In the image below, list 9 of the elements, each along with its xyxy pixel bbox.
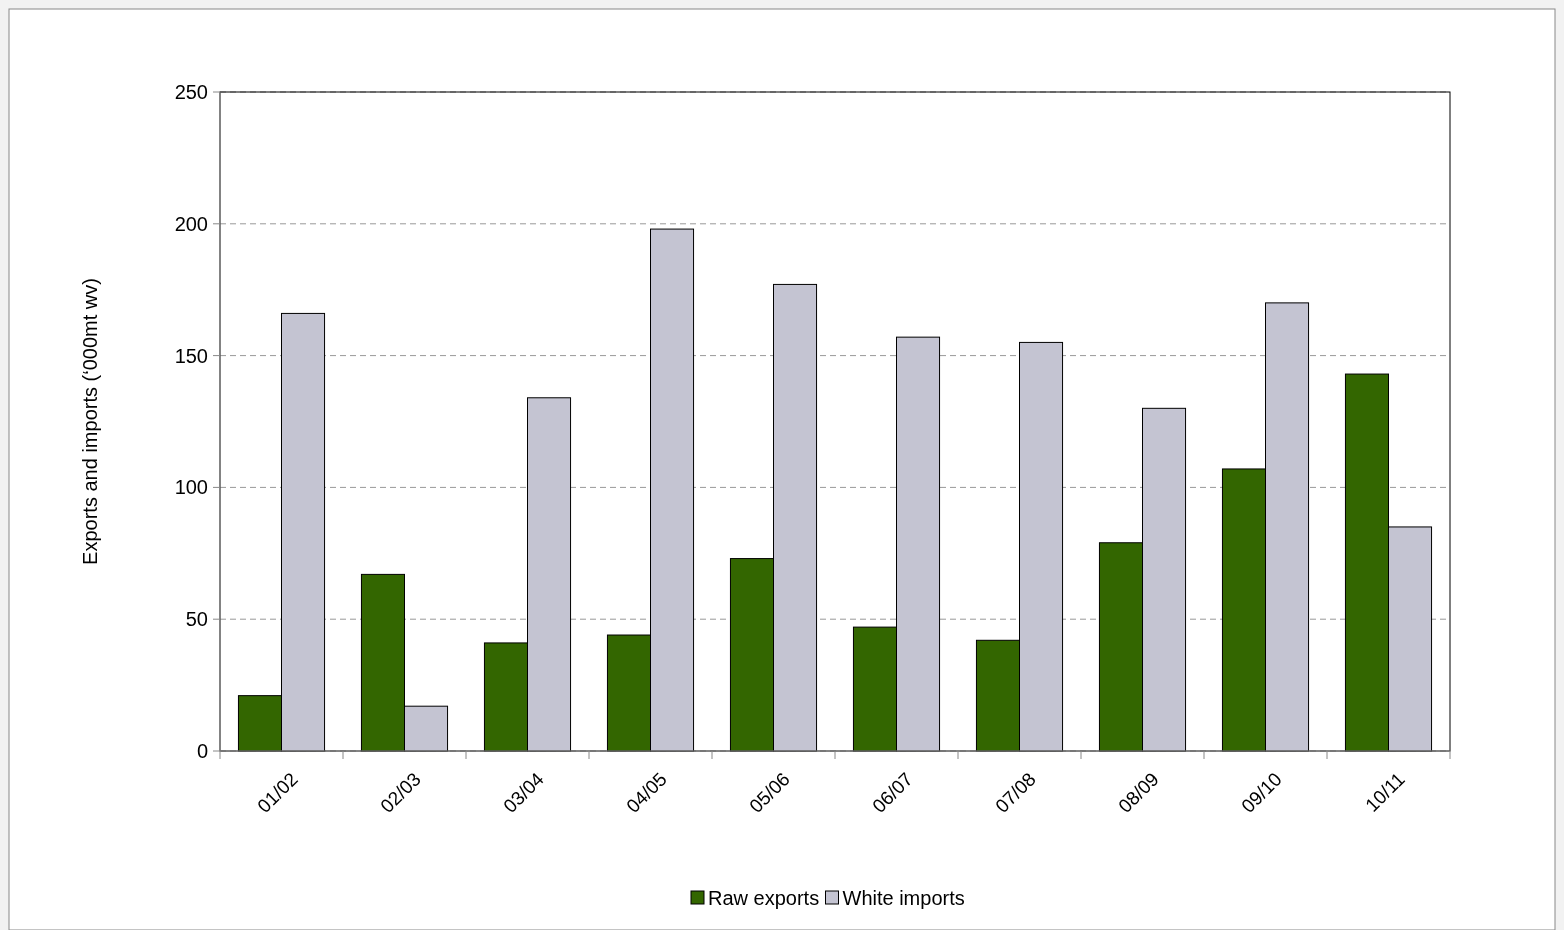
y-tick-label: 250 bbox=[174, 81, 208, 103]
y-tick-label: 150 bbox=[174, 344, 208, 367]
y-tick-label: 0 bbox=[196, 740, 208, 762]
y-tick-label: 100 bbox=[174, 476, 208, 499]
y-tick-label: 200 bbox=[174, 212, 208, 235]
y-tick-label: 50 bbox=[185, 608, 208, 631]
legend-label: White imports bbox=[842, 887, 965, 909]
y-axis-title: Exports and imports (‘000mt wv) bbox=[79, 278, 101, 565]
legend-label: Raw exports bbox=[708, 887, 820, 909]
